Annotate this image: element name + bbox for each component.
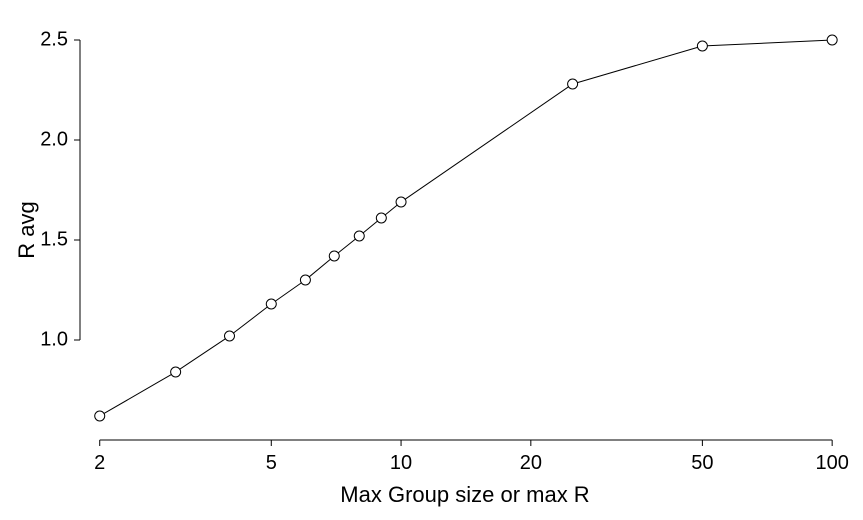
y-axis-label: R avg xyxy=(14,201,39,258)
plot-background xyxy=(0,0,863,520)
y-tick-label: 1.5 xyxy=(40,228,68,250)
data-marker xyxy=(376,213,386,223)
x-tick-label: 100 xyxy=(815,452,848,474)
x-axis-label: Max Group size or max R xyxy=(340,482,589,507)
data-marker xyxy=(171,367,181,377)
data-marker xyxy=(95,411,105,421)
data-marker xyxy=(225,331,235,341)
data-marker xyxy=(300,275,310,285)
data-marker xyxy=(329,251,339,261)
data-marker xyxy=(827,35,837,45)
y-tick-label: 2.5 xyxy=(40,28,68,50)
data-marker xyxy=(354,231,364,241)
x-tick-label: 50 xyxy=(691,452,713,474)
data-marker xyxy=(568,79,578,89)
r-avg-line-chart: 2 5 10 20 50 100 Max Group size or max R 1.0 1.5… xyxy=(0,0,863,520)
data-marker xyxy=(697,41,707,51)
x-tick-label: 10 xyxy=(390,452,412,474)
x-tick-label: 20 xyxy=(520,452,542,474)
data-marker xyxy=(266,299,276,309)
y-tick-label: 2.0 xyxy=(40,128,68,150)
y-tick-label: 1.0 xyxy=(40,328,68,350)
data-marker xyxy=(396,197,406,207)
x-tick-label: 2 xyxy=(94,452,105,474)
x-tick-label: 5 xyxy=(266,452,277,474)
